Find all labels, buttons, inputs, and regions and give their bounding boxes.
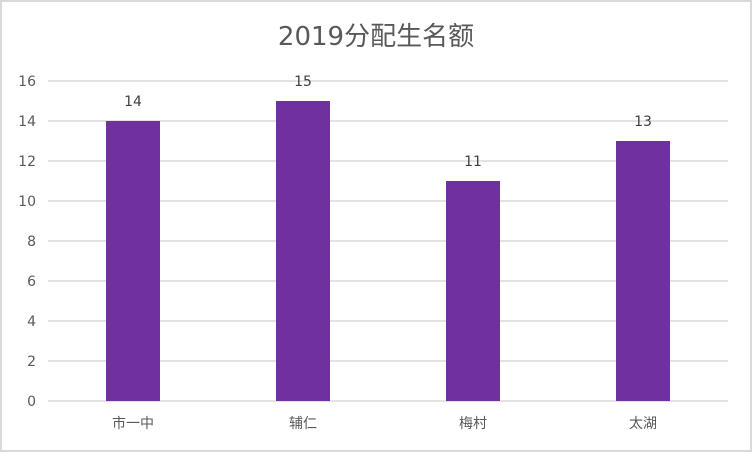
y-tick-label: 16 bbox=[18, 74, 36, 90]
y-tick-label: 12 bbox=[18, 154, 36, 170]
x-tick-label: 辅仁 bbox=[289, 416, 317, 432]
x-tick-label: 梅村 bbox=[459, 416, 487, 432]
data-label: 14 bbox=[124, 94, 142, 110]
x-tick-label: 太湖 bbox=[629, 416, 657, 432]
y-tick-label: 4 bbox=[27, 314, 36, 330]
data-label: 11 bbox=[464, 154, 482, 170]
bar bbox=[616, 141, 670, 401]
bar bbox=[446, 181, 500, 401]
data-label: 15 bbox=[294, 74, 312, 90]
bar bbox=[276, 101, 330, 401]
x-tick-label: 市一中 bbox=[112, 415, 154, 432]
y-tick-label: 8 bbox=[27, 234, 36, 250]
y-tick-label: 6 bbox=[27, 274, 36, 290]
chart-title: 2019分配生名额 bbox=[277, 22, 475, 52]
y-tick-label: 14 bbox=[18, 114, 36, 130]
y-tick-label: 10 bbox=[18, 194, 36, 210]
data-label: 13 bbox=[634, 114, 652, 130]
y-tick-label: 2 bbox=[27, 354, 36, 370]
bar bbox=[106, 121, 160, 401]
y-tick-label: 0 bbox=[27, 394, 36, 410]
